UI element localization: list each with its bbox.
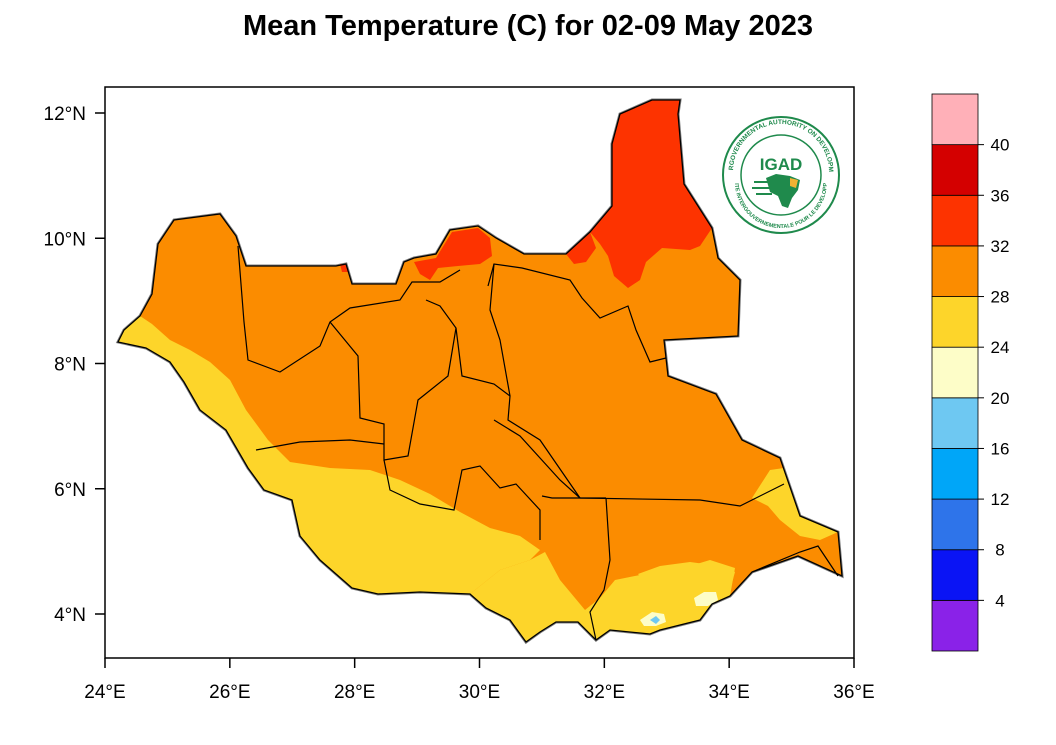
zone-24-28-east <box>752 468 838 540</box>
colorbar-bin <box>931 599 979 652</box>
lat-tick-label: 4°N <box>54 605 86 626</box>
country-border <box>117 99 843 643</box>
lon-tick-label: 32°E <box>584 682 625 703</box>
zone-16-20 <box>650 616 660 624</box>
colorbar-bin <box>931 498 979 551</box>
colorbar-label: 8 <box>995 541 1004 560</box>
lon-tick-label: 30°E <box>459 682 500 703</box>
zone-20-24 <box>694 592 718 606</box>
lon-tick-label: 28°E <box>334 682 375 703</box>
colorbar-label: 40 <box>991 136 1010 155</box>
map-title: Mean Temperature (C) for 02-09 May 2023 <box>242 10 813 42</box>
colorbar-label: 4 <box>995 591 1004 610</box>
colorbar-label: 32 <box>991 237 1010 256</box>
lon-tick-label: 24°E <box>84 682 125 703</box>
colorbar-label: 28 <box>991 288 1010 307</box>
lon-tick-label: 26°E <box>209 682 250 703</box>
colorbar-label: 24 <box>991 338 1010 357</box>
colorbar-bin <box>931 549 979 601</box>
state-boundaries <box>237 245 839 641</box>
colorbar-label: 36 <box>991 186 1010 205</box>
lon-tick-label: 34°E <box>708 682 749 703</box>
zone-32-36-north <box>590 100 712 288</box>
lat-tick-label: 8°N <box>54 355 86 376</box>
zone-24-28-se <box>638 562 735 598</box>
colorbar-bin <box>931 448 979 500</box>
colorbar-label: 20 <box>991 389 1010 408</box>
colorbar-label: 12 <box>991 490 1010 509</box>
logo-name: IGAD <box>760 155 803 174</box>
lat-tick-label: 10°N <box>44 229 86 250</box>
lat-tick-label: 12°N <box>44 104 86 125</box>
colorbar-label: 16 <box>991 439 1010 458</box>
colorbar-bin <box>931 144 979 196</box>
axes: 24°E 26°E 28°E 30°E 32°E 34°E 36°E 4°N 6°N 8°N 10°… <box>44 104 875 703</box>
colorbar-bin <box>931 397 979 449</box>
colorbar-bin <box>931 93 979 146</box>
zone-32-36-nw <box>414 228 492 280</box>
colorbar-bin <box>931 194 979 247</box>
zone-32-36-ne <box>566 232 596 264</box>
lon-tick-label: 36°E <box>833 682 874 703</box>
colorbar-bin <box>931 346 979 399</box>
colorbar-bin <box>931 245 979 297</box>
lat-tick-label: 6°N <box>54 480 86 501</box>
zone-24-28-west <box>118 316 540 594</box>
colorbar-bin <box>931 296 979 348</box>
colorbar: 4 8 12 16 20 24 28 32 36 40 <box>931 93 1010 652</box>
